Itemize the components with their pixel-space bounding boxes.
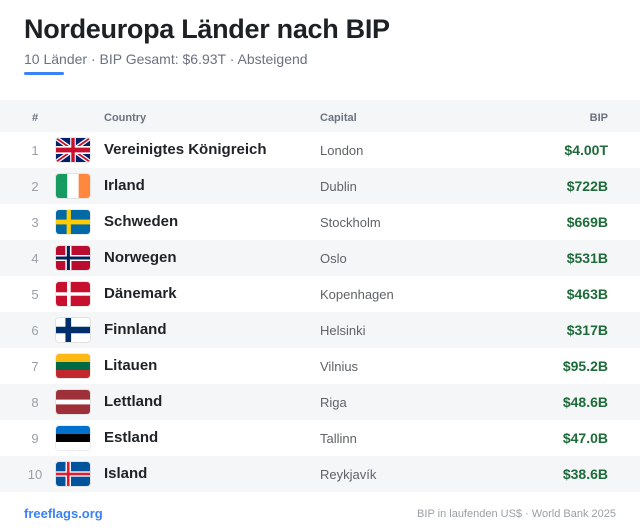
table-row[interactable]: 6 Finnland Helsinki $317B	[0, 312, 640, 348]
table-row[interactable]: 3 Schweden Stockholm $669B	[0, 204, 640, 240]
column-header-rank[interactable]: #	[31, 112, 39, 124]
finland-flag-icon	[56, 318, 90, 342]
iceland-flag-icon	[56, 462, 90, 486]
table-row[interactable]: 10 Island Reykjavík $38.6B	[0, 456, 640, 492]
row-rank: 4	[31, 251, 39, 266]
page-subtitle: 10 Länder · BIP Gesamt: $6.93T · Absteig…	[24, 51, 308, 67]
table-row[interactable]: 1 Vereinigtes Königreich London $4.00T	[0, 132, 640, 168]
brand-link[interactable]: freeflags.org	[24, 506, 103, 521]
row-capital: Dublin	[320, 179, 357, 194]
row-country: Irland	[104, 177, 145, 194]
row-country: Schweden	[104, 213, 179, 230]
row-capital: Vilnius	[320, 359, 359, 374]
table-header: # Country Capital BIP	[0, 100, 640, 132]
row-country: Finnland	[104, 321, 167, 338]
row-rank: 9	[31, 431, 39, 446]
row-capital: Reykjavík	[320, 467, 377, 482]
gdp-table: # Country Capital BIP 1 Vereinigtes Köni…	[0, 100, 640, 492]
row-rank: 6	[31, 323, 39, 338]
column-header-capital[interactable]: Capital	[320, 112, 357, 124]
table-row[interactable]: 7 Litauen Vilnius $95.2B	[0, 348, 640, 384]
row-capital: London	[320, 143, 364, 158]
row-gdp: $95.2B	[562, 358, 608, 374]
row-gdp: $48.6B	[562, 394, 608, 410]
table-row[interactable]: 5 Dänemark Kopenhagen $463B	[0, 276, 640, 312]
row-gdp: $38.6B	[562, 466, 608, 482]
table-row[interactable]: 2 Irland Dublin $722B	[0, 168, 640, 204]
latvia-flag-icon	[56, 390, 90, 414]
row-capital: Kopenhagen	[320, 287, 394, 302]
row-capital: Stockholm	[320, 215, 381, 230]
row-gdp: $722B	[566, 178, 608, 194]
row-gdp: $669B	[566, 214, 608, 230]
sweden-flag-icon	[56, 210, 90, 234]
row-capital: Oslo	[320, 251, 347, 266]
row-rank: 8	[31, 395, 39, 410]
row-gdp: $317B	[566, 322, 608, 338]
norway-flag-icon	[56, 246, 90, 270]
row-gdp: $47.0B	[562, 430, 608, 446]
row-country: Vereinigtes Königreich	[104, 141, 267, 158]
row-country: Litauen	[104, 357, 158, 374]
source-note: BIP in laufenden US$ · World Bank 2025	[417, 508, 616, 520]
page-header: Nordeuropa Länder nach BIP 10 Länder · B…	[24, 12, 616, 68]
denmark-flag-icon	[56, 282, 90, 306]
row-country: Estland	[104, 429, 159, 446]
table-row[interactable]: 9 Estland Tallinn $47.0B	[0, 420, 640, 456]
row-rank: 5	[31, 287, 39, 302]
row-gdp: $4.00T	[564, 142, 608, 158]
row-gdp: $531B	[566, 250, 608, 266]
table-row[interactable]: 4 Norwegen Oslo $531B	[0, 240, 640, 276]
row-country: Island	[104, 465, 148, 482]
row-gdp: $463B	[566, 286, 608, 302]
ireland-flag-icon	[56, 174, 90, 198]
row-rank: 10	[27, 467, 43, 482]
estonia-flag-icon	[56, 426, 90, 450]
page-title: Nordeuropa Länder nach BIP	[24, 14, 390, 44]
row-country: Norwegen	[104, 249, 177, 266]
page-footer: freeflags.org BIP in laufenden US$ · Wor…	[24, 506, 616, 524]
accent-underline	[24, 72, 64, 75]
row-country: Lettland	[104, 393, 163, 410]
column-header-gdp[interactable]: BIP	[589, 112, 608, 124]
column-header-country[interactable]: Country	[104, 112, 147, 124]
uk-flag-icon	[56, 138, 90, 162]
row-rank: 7	[31, 359, 39, 374]
row-rank: 3	[31, 215, 39, 230]
row-capital: Tallinn	[320, 431, 357, 446]
row-country: Dänemark	[104, 285, 177, 302]
table-row[interactable]: 8 Lettland Riga $48.6B	[0, 384, 640, 420]
row-capital: Riga	[320, 395, 347, 410]
row-capital: Helsinki	[320, 323, 366, 338]
row-rank: 2	[31, 179, 39, 194]
row-rank: 1	[31, 143, 39, 158]
lithuania-flag-icon	[56, 354, 90, 378]
